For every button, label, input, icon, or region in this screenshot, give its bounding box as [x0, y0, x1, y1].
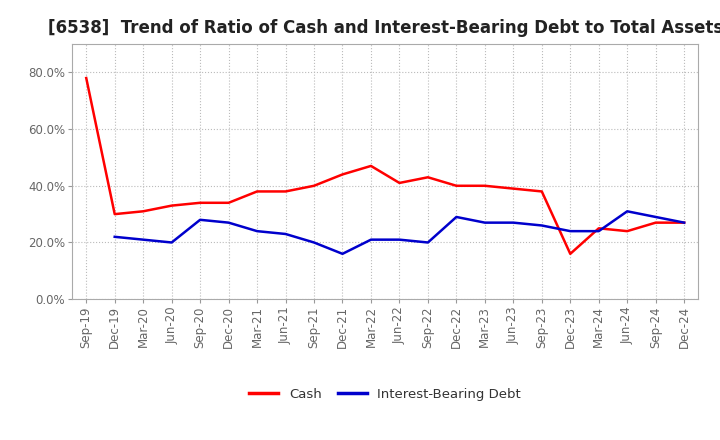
Cash: [395, 180, 404, 186]
Interest-Bearing Debt: [310, 240, 318, 245]
Interest-Bearing Debt: [282, 231, 290, 237]
Cash: [566, 251, 575, 257]
Cash: [253, 189, 261, 194]
Cash: [366, 163, 375, 169]
Cash: [225, 200, 233, 205]
Cash: [452, 183, 461, 188]
Interest-Bearing Debt: [110, 234, 119, 239]
Cash: [167, 203, 176, 208]
Interest-Bearing Debt: [395, 237, 404, 242]
Title: [6538]  Trend of Ratio of Cash and Interest-Bearing Debt to Total Assets: [6538] Trend of Ratio of Cash and Intere…: [48, 19, 720, 37]
Interest-Bearing Debt: [338, 251, 347, 257]
Interest-Bearing Debt: [196, 217, 204, 223]
Interest-Bearing Debt: [680, 220, 688, 225]
Interest-Bearing Debt: [652, 214, 660, 220]
Cash: [595, 226, 603, 231]
Interest-Bearing Debt: [167, 240, 176, 245]
Cash: [338, 172, 347, 177]
Cash: [282, 189, 290, 194]
Cash: [680, 220, 688, 225]
Interest-Bearing Debt: [537, 223, 546, 228]
Interest-Bearing Debt: [253, 228, 261, 234]
Cash: [623, 228, 631, 234]
Cash: [537, 189, 546, 194]
Cash: [82, 75, 91, 81]
Interest-Bearing Debt: [366, 237, 375, 242]
Line: Cash: Cash: [86, 78, 684, 254]
Cash: [509, 186, 518, 191]
Interest-Bearing Debt: [452, 214, 461, 220]
Cash: [310, 183, 318, 188]
Interest-Bearing Debt: [480, 220, 489, 225]
Cash: [423, 175, 432, 180]
Interest-Bearing Debt: [225, 220, 233, 225]
Interest-Bearing Debt: [423, 240, 432, 245]
Interest-Bearing Debt: [623, 209, 631, 214]
Interest-Bearing Debt: [566, 228, 575, 234]
Cash: [110, 212, 119, 217]
Cash: [139, 209, 148, 214]
Cash: [480, 183, 489, 188]
Interest-Bearing Debt: [139, 237, 148, 242]
Interest-Bearing Debt: [509, 220, 518, 225]
Legend: Cash, Interest-Bearing Debt: Cash, Interest-Bearing Debt: [244, 382, 526, 406]
Cash: [196, 200, 204, 205]
Cash: [652, 220, 660, 225]
Interest-Bearing Debt: [595, 228, 603, 234]
Line: Interest-Bearing Debt: Interest-Bearing Debt: [114, 211, 684, 254]
